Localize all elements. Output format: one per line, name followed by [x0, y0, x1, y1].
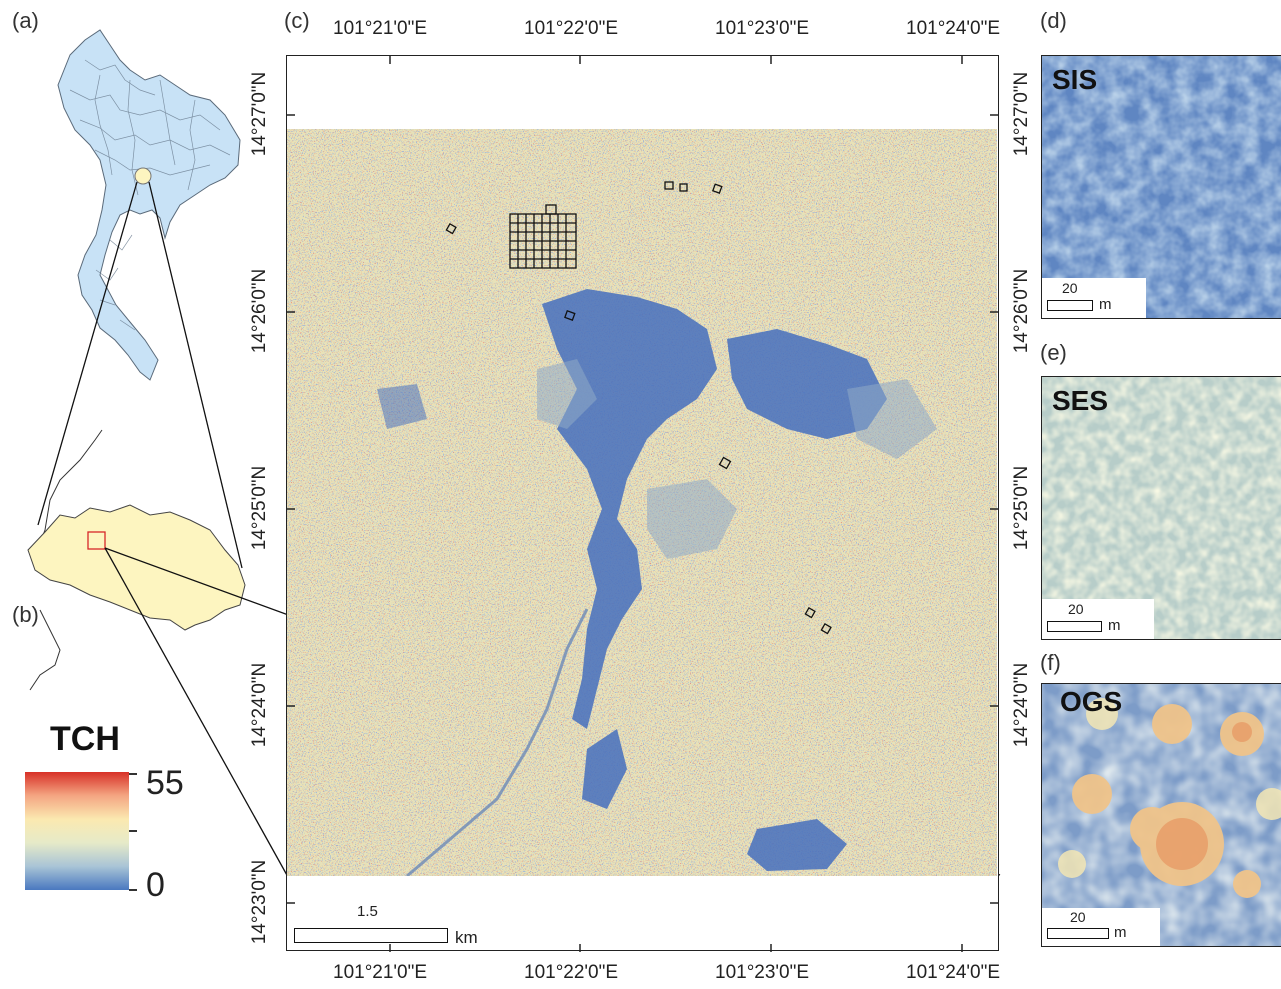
province-outline: [27, 504, 246, 631]
study-area-box: [87, 531, 106, 550]
inset-ses-title: SES: [1052, 385, 1109, 416]
inset-ogs-title: OGS: [1060, 686, 1123, 717]
lon-label-bottom-2: 101°22'0"E: [524, 962, 619, 983]
lat-label-right-3: 14°25'0"N: [1011, 465, 1032, 551]
province-map: [27, 429, 246, 691]
panel-label-f: (f): [1040, 650, 1061, 675]
legend-title: TCH: [50, 720, 120, 758]
inset-ogs-scale-value: 20: [1070, 909, 1086, 925]
inset-sis-scale-value: 20: [1062, 280, 1078, 296]
lon-label-top-4: 101°24'0"E: [906, 18, 1001, 39]
panel-label-b: (b): [12, 602, 39, 627]
inset-ses-scale-unit: m: [1108, 617, 1121, 634]
inset-sis-raster: [1042, 56, 1281, 318]
main-scalebar-unit: km: [455, 928, 478, 947]
study-site-marker: [134, 167, 152, 185]
lat-label-left-3: 14°25'0"N: [249, 465, 270, 551]
inset-ses-scalebar: 20 m: [1042, 599, 1154, 639]
legend-tick-mid: [129, 830, 137, 832]
legend-tick-min: [129, 889, 137, 891]
panel-label-d: (d): [1040, 8, 1067, 33]
thailand-map: [57, 29, 241, 381]
lon-label-bottom-4: 101°24'0"E: [906, 962, 1001, 983]
lon-label-bottom-1: 101°21'0"E: [333, 962, 428, 983]
inset-sis: SIS 20 m: [1041, 55, 1281, 319]
legend-tick-max: [129, 773, 137, 775]
lat-label-right-1: 14°27'0"N: [1011, 71, 1032, 157]
lat-label-left-2: 14°26'0"N: [249, 268, 270, 354]
main-scalebar-value: 1.5: [357, 903, 378, 920]
inset-ogs: OGS 20 m: [1041, 683, 1281, 947]
lat-label-right-2: 14°26'0"N: [1011, 268, 1032, 354]
tch-raster: [287, 129, 997, 876]
inset-sis-title: SIS: [1052, 64, 1098, 95]
inset-ses: SES 20 m: [1041, 376, 1281, 640]
panel-label-c: (c): [284, 8, 310, 33]
lon-label-bottom-3: 101°23'0"E: [715, 962, 810, 983]
thailand-outline: [57, 29, 241, 381]
lon-label-top-1: 101°21'0"E: [333, 18, 428, 39]
inset-ses-scale-value: 20: [1068, 601, 1084, 617]
inset-sis-scale-bar: [1047, 300, 1093, 311]
lat-label-left-1: 14°27'0"N: [249, 71, 270, 157]
lon-label-top-3: 101°23'0"E: [715, 18, 810, 39]
legend-max-label: 55: [146, 764, 184, 802]
inset-ogs-scale-unit: m: [1114, 924, 1127, 941]
lat-label-left-5: 14°23'0"N: [249, 859, 270, 945]
inset-ses-raster: [1042, 377, 1281, 639]
inset-ses-scale-bar: [1047, 621, 1102, 632]
panel-label-a: (a): [12, 8, 39, 33]
main-scalebar-bar: [294, 928, 448, 943]
map-ticks: [287, 56, 998, 952]
panel-label-e: (e): [1040, 340, 1067, 365]
lat-label-right-4: 14°24'0"N: [1011, 662, 1032, 748]
inset-ogs-raster: [1042, 684, 1281, 946]
legend-min-label: 0: [146, 866, 165, 904]
inset-ogs-scalebar: 20 m: [1042, 908, 1160, 946]
lon-label-top-2: 101°22'0"E: [524, 18, 619, 39]
inset-sis-scalebar: 20 m: [1042, 278, 1146, 318]
lat-label-left-4: 14°24'0"N: [249, 662, 270, 748]
main-map-frame: 1.5 km: [286, 55, 999, 952]
inset-sis-scale-unit: m: [1099, 296, 1112, 313]
legend-colorbar: [25, 772, 129, 890]
inset-ogs-scale-bar: [1047, 928, 1109, 939]
